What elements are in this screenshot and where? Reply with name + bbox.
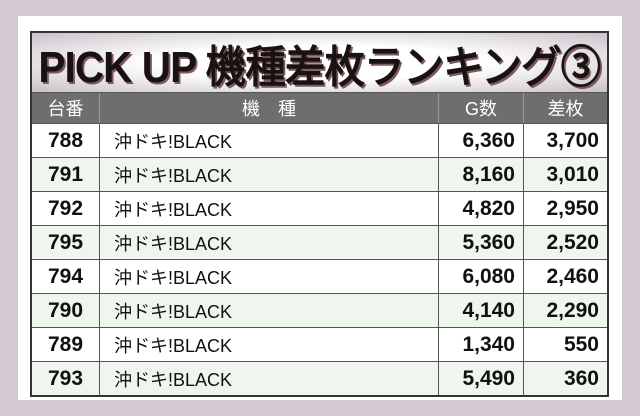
header-row: 台番 機 種 G数 差枚	[32, 93, 607, 123]
table-row: 788 沖ドキ!BLACK 6,360 3,700	[32, 123, 607, 157]
table-row: 793 沖ドキ!BLACK 5,490 360	[32, 361, 607, 395]
difference-cell: 3,010	[523, 158, 607, 191]
difference-cell: 2,290	[523, 294, 607, 327]
difference-cell: 2,950	[523, 192, 607, 225]
difference-cell: 2,460	[523, 260, 607, 293]
games-cell: 5,360	[438, 226, 523, 259]
table-row: 791 沖ドキ!BLACK 8,160 3,010	[32, 157, 607, 191]
machine-number-cell: 793	[47, 366, 84, 390]
table-row: 792 沖ドキ!BLACK 4,820 2,950	[32, 191, 607, 225]
table-title: PICK UP 機種差枚ランキング③	[32, 33, 607, 93]
games-cell: 5,490	[438, 362, 523, 395]
model-name-cell: 沖ドキ!BLACK	[99, 294, 438, 327]
header-difference: 差枚	[523, 93, 607, 123]
difference-cell: 360	[523, 362, 607, 395]
header-games: G数	[438, 93, 523, 123]
games-cell: 4,140	[438, 294, 523, 327]
model-name-cell: 沖ドキ!BLACK	[99, 226, 438, 259]
table-row: 794 沖ドキ!BLACK 6,080 2,460	[32, 259, 607, 293]
machine-number-cell: 792	[47, 196, 84, 220]
ranking-table: PICK UP 機種差枚ランキング③ 台番 機 種 G数 差枚 788 沖ドキ!B…	[30, 31, 609, 397]
header-machine-number: 台番	[47, 99, 84, 119]
model-name-cell: 沖ドキ!BLACK	[99, 158, 438, 191]
difference-cell: 2,520	[523, 226, 607, 259]
header-model: 機 種	[99, 93, 438, 123]
model-name-cell: 沖ドキ!BLACK	[99, 260, 438, 293]
machine-number-cell: 790	[47, 298, 84, 322]
games-cell: 6,080	[438, 260, 523, 293]
difference-cell: 550	[523, 328, 607, 361]
machine-number-cell: 791	[47, 162, 84, 186]
model-name-cell: 沖ドキ!BLACK	[99, 192, 438, 225]
games-cell: 1,340	[438, 328, 523, 361]
difference-cell: 3,700	[523, 124, 607, 157]
model-name-cell: 沖ドキ!BLACK	[99, 362, 438, 395]
model-name-cell: 沖ドキ!BLACK	[99, 124, 438, 157]
games-cell: 4,820	[438, 192, 523, 225]
machine-number-cell: 794	[47, 264, 84, 288]
machine-number-cell: 788	[47, 128, 84, 152]
machine-number-cell: 795	[47, 230, 84, 254]
table-row: 790 沖ドキ!BLACK 4,140 2,290	[32, 293, 607, 327]
title-text: PICK UP 機種差枚ランキング③	[38, 42, 602, 92]
table-row: 795 沖ドキ!BLACK 5,360 2,520	[32, 225, 607, 259]
games-cell: 8,160	[438, 158, 523, 191]
table-row: 789 沖ドキ!BLACK 1,340 550	[32, 327, 607, 361]
games-cell: 6,360	[438, 124, 523, 157]
model-name-cell: 沖ドキ!BLACK	[99, 328, 438, 361]
machine-number-cell: 789	[47, 332, 84, 356]
